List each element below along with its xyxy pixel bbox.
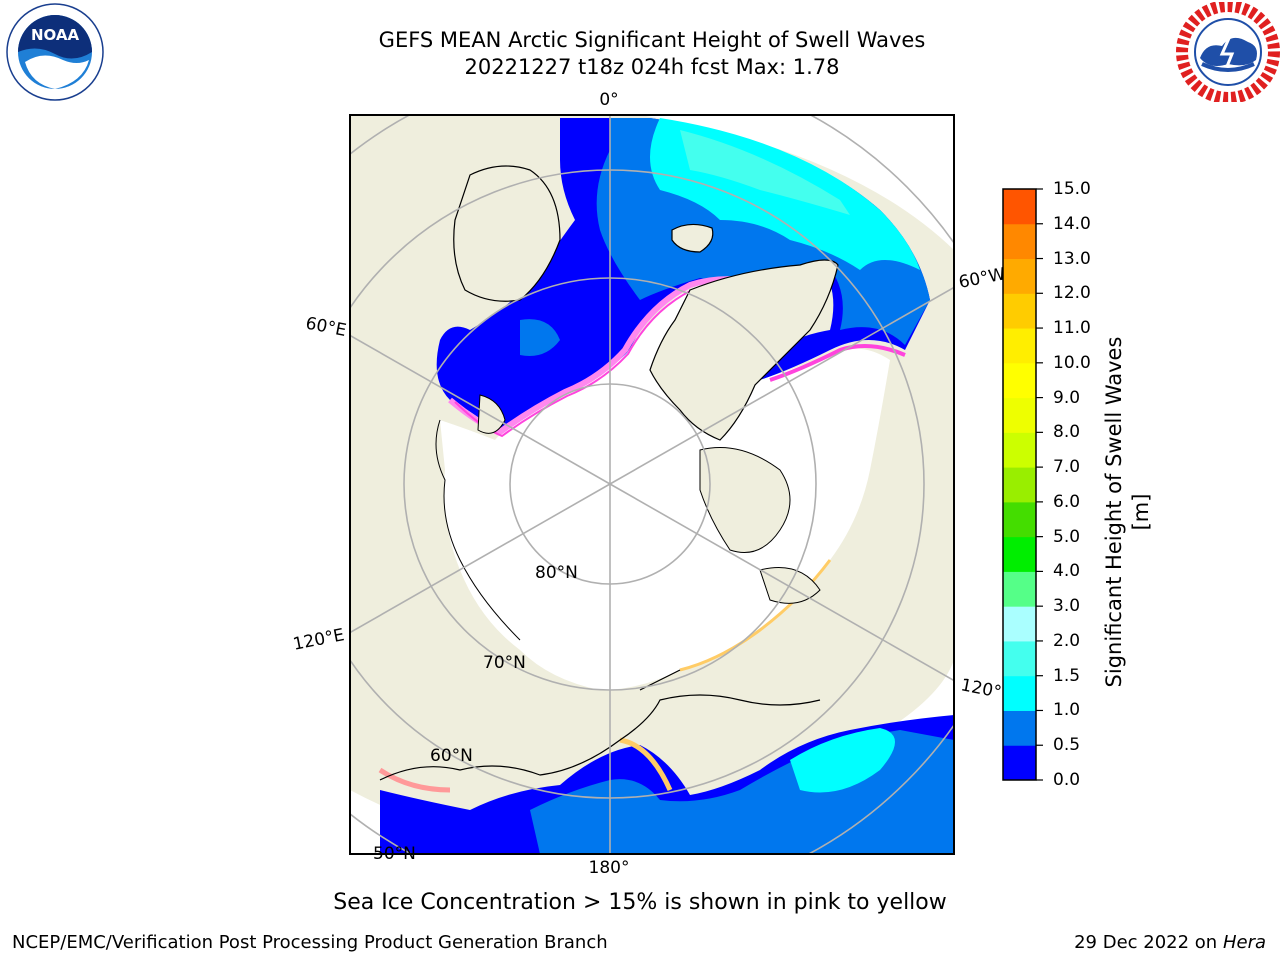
colorbar-band: [1003, 571, 1036, 607]
meridian-label-0: 0°: [599, 90, 618, 110]
colorbar-band: [1003, 432, 1036, 468]
colorbar-tick-label: 13.0: [1053, 248, 1091, 269]
chart-subtitle: 20221227 t18z 024h fcst Max: 1.78: [464, 55, 840, 79]
colorbar-tick-label: 1.0: [1053, 700, 1081, 721]
colorbar-tick-label: 0.0: [1053, 770, 1081, 790]
colorbar-band: [1003, 536, 1036, 572]
colorbar-tick-label: 12.0: [1053, 283, 1091, 304]
nws-logo: [1176, 2, 1280, 102]
colorbar-tick-label: 15.0: [1053, 179, 1091, 199]
colorbar-tick-label: 11.0: [1053, 318, 1091, 339]
map-frame: [349, 114, 955, 855]
colorbar-tick-label: 7.0: [1053, 457, 1081, 478]
greenland: [649, 259, 839, 441]
colorbar-band: [1003, 640, 1036, 677]
colorbar-band: [1003, 467, 1036, 503]
colorbar-band: [1003, 710, 1036, 746]
colorbar-band: [1003, 397, 1036, 433]
parallel-label-50n: 50°N: [373, 844, 416, 864]
map-plot-area: [350, 115, 954, 854]
chart-title: GEFS MEAN Arctic Significant Height of S…: [378, 28, 926, 52]
colorbar-band: [1003, 293, 1036, 329]
scandinavia: [453, 165, 561, 302]
meridian-label-180: 180°: [589, 858, 630, 878]
meridian-label-120e: 120°E: [291, 625, 346, 654]
colorbar-band: [1003, 328, 1036, 364]
footer-date: 29 Dec 2022 on Hera: [1074, 932, 1266, 953]
graticule: [350, 115, 954, 854]
colorbar-band: [1003, 606, 1036, 642]
colorbar-tick-label: 5.0: [1053, 526, 1081, 547]
colorbar-band: [1003, 223, 1036, 260]
colorbar: [1003, 188, 1043, 781]
colorbar-frame: [1002, 188, 1037, 781]
colorbar-tick-label: 9.0: [1053, 387, 1081, 408]
out-of-domain-top-right: [640, 115, 954, 250]
noaa-logo: NOAA: [6, 3, 104, 101]
colorbar-band: [1003, 501, 1036, 538]
colorbar-band: [1003, 675, 1036, 711]
colorbar-tick-label: 14.0: [1053, 213, 1091, 234]
colorbar-band: [1003, 362, 1036, 399]
meridian-label-60e: 60°E: [304, 313, 348, 340]
colorbar-tick-label: 8.0: [1053, 422, 1081, 443]
footer-branch: NCEP/EMC/Verification Post Processing Pr…: [12, 932, 608, 953]
meridian-label-60w: 60°W: [957, 264, 1007, 293]
colorbar-band: [1003, 745, 1036, 781]
colorbar-tick-label: 2.0: [1053, 630, 1081, 651]
colorbar-tick-label: 1.5: [1053, 665, 1081, 686]
colorbar-tick-label: 10.0: [1053, 352, 1091, 373]
colorbar-tick-label: 6.0: [1053, 491, 1081, 512]
colorbar-tick-label: 0.5: [1053, 735, 1081, 756]
colorbar-tick-label: 3.0: [1053, 596, 1081, 617]
colorbar-band: [1003, 189, 1036, 225]
svg-text:NOAA: NOAA: [31, 26, 80, 44]
colorbar-tick-label: 4.0: [1053, 561, 1081, 582]
ice-caption: Sea Ice Concentration > 15% is shown in …: [333, 890, 947, 915]
parallel-label-60n: 60°N: [430, 746, 473, 766]
parallel-label-80n: 80°N: [535, 563, 578, 583]
footer-host: Hera: [1222, 932, 1266, 953]
colorbar-label: Significant Height of Swell Waves [m]: [1102, 336, 1153, 688]
parallel-label-70n: 70°N: [483, 653, 526, 673]
colorbar-band: [1003, 258, 1036, 294]
